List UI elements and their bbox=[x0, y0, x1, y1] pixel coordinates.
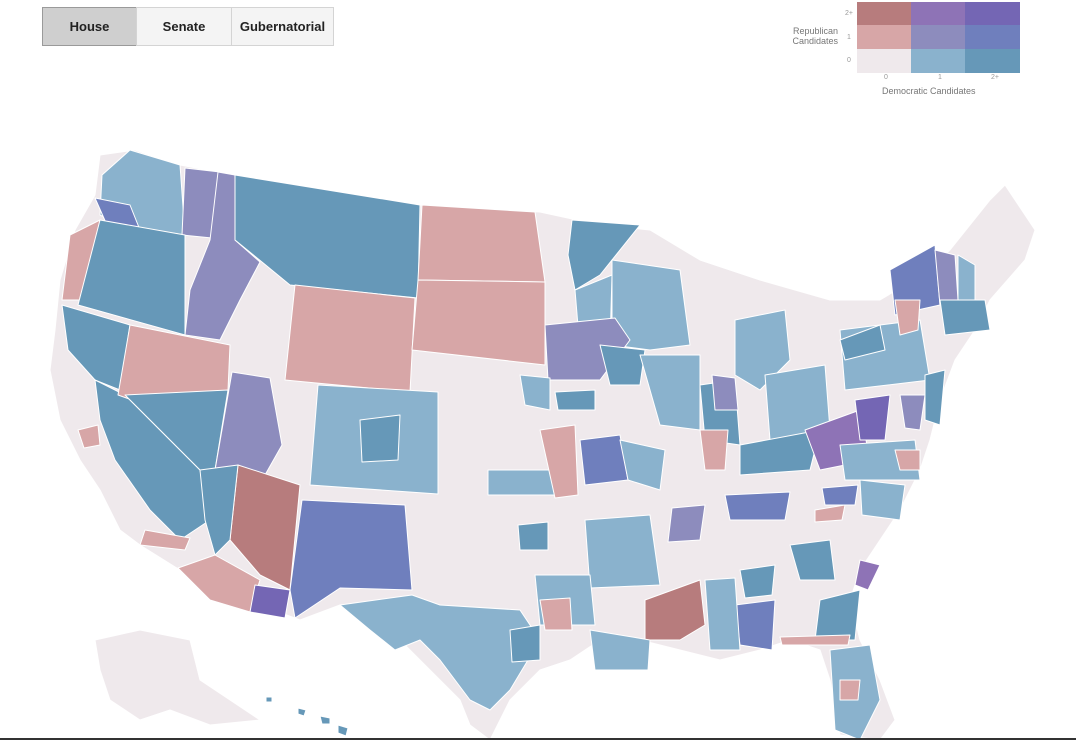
ga-central bbox=[734, 599, 776, 651]
utah bbox=[214, 371, 283, 476]
legend-cell-r2-d1 bbox=[911, 2, 965, 25]
legend-x-tick: 0 bbox=[884, 74, 888, 81]
mo-stl bbox=[619, 439, 666, 491]
legend-cell-r1-d0 bbox=[857, 25, 911, 49]
ok-tulsa bbox=[517, 521, 549, 551]
al-west bbox=[704, 577, 741, 651]
tab-senate[interactable]: Senate bbox=[136, 7, 232, 46]
page-bottom-border bbox=[0, 738, 1076, 740]
ms-red bbox=[644, 579, 706, 641]
montana bbox=[234, 174, 421, 299]
texas-west bbox=[339, 594, 541, 711]
mo-west bbox=[539, 424, 579, 499]
legend-cell-r0-d0 bbox=[857, 49, 911, 73]
sc bbox=[789, 539, 836, 581]
legend-cell-r2-d2 bbox=[965, 2, 1020, 25]
tn-east bbox=[724, 491, 791, 521]
ny-red bbox=[894, 299, 921, 336]
legend-y-title: Republican Candidates bbox=[792, 26, 838, 46]
la-red bbox=[539, 597, 573, 631]
legend-x-title: Democratic Candidates bbox=[882, 86, 976, 96]
in-red bbox=[699, 429, 729, 471]
mn-north bbox=[567, 219, 641, 291]
legend-cell-r0-d1 bbox=[911, 49, 965, 73]
legend-x-tick: 1 bbox=[938, 74, 942, 81]
wyoming bbox=[284, 284, 416, 393]
new-mexico bbox=[289, 499, 413, 619]
ca-bay-r1 bbox=[77, 424, 101, 449]
iowa-east bbox=[599, 344, 646, 386]
ky-central bbox=[739, 429, 821, 476]
ga-south-red bbox=[779, 634, 851, 646]
tab-gubernatorial[interactable]: Gubernatorial bbox=[231, 7, 334, 46]
south-dakota bbox=[411, 279, 546, 366]
legend-y-title-line1: Republican bbox=[792, 26, 838, 36]
legend-cell-r1-d1 bbox=[911, 25, 965, 49]
ga-coast bbox=[814, 589, 861, 641]
fl-red bbox=[839, 679, 861, 701]
ne-omaha bbox=[519, 374, 551, 411]
pa-west bbox=[839, 324, 886, 361]
bivariate-legend: Republican Candidates 2+ 1 0 0 1 2+ Demo… bbox=[780, 0, 1040, 100]
legend-y-tick: 2+ bbox=[845, 10, 853, 17]
legend-x-tick: 2+ bbox=[991, 74, 999, 81]
va-red bbox=[894, 449, 921, 471]
alaska bbox=[94, 629, 261, 726]
legend-cell-r1-d2 bbox=[965, 25, 1020, 49]
nc-west bbox=[821, 484, 859, 506]
co-denver bbox=[359, 414, 401, 463]
legend-cell-r2-d0 bbox=[857, 2, 911, 25]
legend-y-tick: 1 bbox=[847, 34, 851, 41]
legend-cell-r0-d2 bbox=[965, 49, 1020, 73]
va-north bbox=[854, 394, 891, 441]
nc-red bbox=[814, 504, 846, 523]
nc-central bbox=[859, 479, 906, 521]
chamber-tabs: House Senate Gubernatorial bbox=[42, 7, 334, 46]
arkansas bbox=[584, 514, 661, 589]
legend-grid bbox=[857, 2, 1020, 73]
md-de bbox=[899, 394, 926, 431]
legend-y-tick: 0 bbox=[847, 57, 851, 64]
sc-coast bbox=[854, 559, 881, 591]
north-dakota bbox=[417, 204, 546, 283]
in-purple bbox=[711, 374, 739, 411]
new-england-south bbox=[939, 299, 991, 336]
hawaii-islands bbox=[265, 696, 349, 737]
az-west bbox=[199, 464, 239, 556]
tab-house[interactable]: House bbox=[42, 7, 137, 46]
ga-north bbox=[739, 564, 776, 599]
ca-south-r1 bbox=[139, 529, 191, 551]
ca-north bbox=[61, 304, 131, 391]
la-south bbox=[589, 629, 651, 671]
texas-central bbox=[509, 624, 541, 663]
legend-y-title-line2: Candidates bbox=[792, 36, 838, 46]
ks-kc bbox=[554, 389, 596, 411]
az-tucson bbox=[249, 584, 291, 619]
nj bbox=[924, 369, 946, 426]
ks-south bbox=[487, 469, 556, 496]
tn-west bbox=[667, 504, 706, 543]
